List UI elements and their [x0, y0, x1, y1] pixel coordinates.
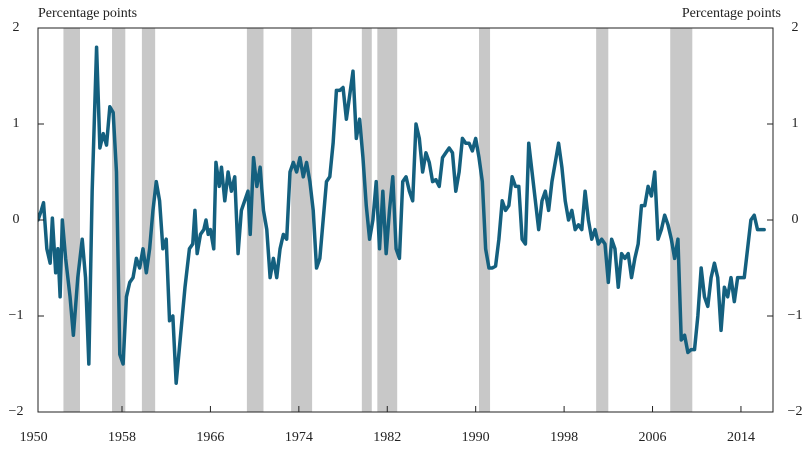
recession-band: [596, 28, 609, 412]
recession-band: [63, 28, 80, 412]
plot-lines: [38, 45, 766, 385]
y2-tick-label: −1: [788, 308, 803, 323]
x-tick-label: 1966: [196, 430, 224, 445]
x-tick-label: 1950: [20, 430, 48, 445]
x-tick-label: 1982: [373, 430, 401, 445]
y2-tick-label: −2: [788, 404, 803, 419]
y-axis-label: Percentage points: [38, 6, 137, 21]
y2-axis-label: Percentage points: [682, 6, 781, 21]
y-tick-label: 2: [13, 20, 20, 35]
y-tick-label: 1: [13, 116, 20, 131]
x-tick-label: 1974: [285, 430, 313, 445]
y2-tick-label: 1: [792, 116, 799, 131]
x-tick-label: 2006: [639, 430, 667, 445]
y-tick-label: −1: [9, 308, 24, 323]
recession-band: [670, 28, 693, 412]
data-line: [38, 45, 766, 385]
y-tick-label: −2: [9, 404, 24, 419]
x-tick-label: 1958: [108, 430, 136, 445]
recession-band: [246, 28, 264, 412]
y2-tick-label: 0: [792, 212, 799, 227]
y2-tick-label: 2: [792, 20, 799, 35]
x-tick-label: 1998: [550, 430, 578, 445]
y-tick-label: 0: [13, 212, 20, 227]
recession-band: [141, 28, 156, 412]
x-tick-label: 1990: [462, 430, 490, 445]
recession-band: [291, 28, 313, 412]
x-tick-label: 2014: [727, 430, 755, 445]
